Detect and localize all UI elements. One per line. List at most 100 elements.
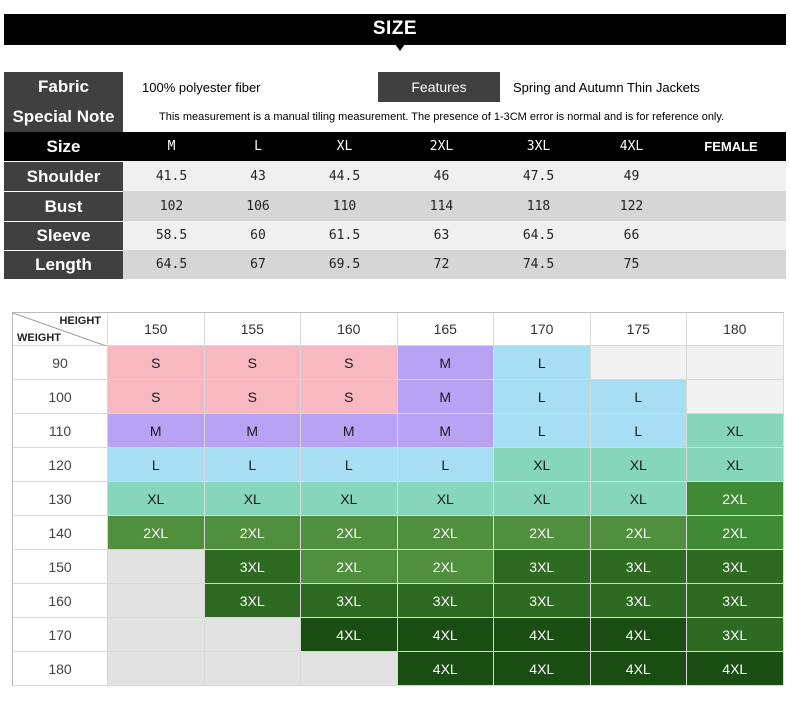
size-cell: L	[494, 380, 591, 414]
size-cell: XL	[397, 482, 494, 516]
size-cell: 2XL	[397, 516, 494, 550]
size-cell: 4XL	[494, 652, 591, 686]
size-cell: 3XL	[494, 550, 591, 584]
weight-header-170: 170	[12, 618, 108, 652]
measure-row-sleeve	[123, 221, 786, 250]
size-cell	[108, 584, 205, 618]
size-header-l: L	[254, 139, 262, 154]
size-cell: 4XL	[590, 618, 687, 652]
measure-cell: 122	[619, 198, 644, 214]
size-cell: XL	[108, 482, 205, 516]
measure-row-shoulder	[123, 161, 786, 191]
size-cell: 2XL	[108, 516, 205, 550]
size-cell: 3XL	[397, 584, 494, 618]
banner-title: SIZE	[372, 18, 418, 39]
size-header-row	[4, 132, 786, 161]
size-cell: S	[108, 380, 205, 414]
measure-cell: 75	[623, 257, 640, 272]
fabric-label: Fabric	[4, 72, 123, 102]
weight-header-110: 110	[12, 414, 108, 448]
size-cell: XL	[494, 482, 591, 516]
size-cell: XL	[687, 448, 784, 482]
size-header-xl: XL	[336, 139, 353, 154]
size-cell: XL	[301, 482, 398, 516]
size-cell: M	[397, 414, 494, 448]
height-weight-corner: HEIGHT WEIGHT	[12, 312, 109, 347]
size-header-3xl: 3XL	[526, 139, 551, 154]
size-cell: L	[301, 448, 398, 482]
size-header-2xl: 2XL	[429, 139, 454, 154]
measure-cell: 72	[433, 257, 450, 272]
size-cell: 3XL	[494, 584, 591, 618]
size-cell: 3XL	[301, 584, 398, 618]
size-cell: L	[494, 414, 591, 448]
size-measurement-table: Fabric 100% polyester fiber Features Spr…	[0, 0, 790, 300]
size-cell	[204, 618, 301, 652]
measure-cell: 118	[526, 198, 551, 214]
size-cell: XL	[590, 482, 687, 516]
size-cell: 2XL	[494, 516, 591, 550]
height-header-180: 180	[687, 312, 784, 346]
size-cell: 3XL	[204, 550, 301, 584]
measure-cell: 110	[332, 198, 357, 214]
size-cell: M	[204, 414, 301, 448]
height-header-155: 155	[204, 312, 301, 346]
measure-cell: 106	[246, 198, 270, 214]
size-cell: 3XL	[687, 584, 784, 618]
size-cell: 4XL	[397, 618, 494, 652]
height-header-165: 165	[397, 312, 494, 346]
size-cell	[301, 652, 398, 686]
measure-cell: 44.5	[328, 168, 361, 184]
size-cell: S	[108, 346, 205, 380]
size-cell: 2XL	[204, 516, 301, 550]
size-cell: M	[397, 346, 494, 380]
size-cell: 2XL	[301, 550, 398, 584]
measure-cell: 74.5	[522, 257, 555, 272]
features-value: Spring and Autumn Thin Jackets	[513, 79, 700, 95]
size-recommendation-chart: HEIGHT WEIGHT 150 155 160 165 170 175 180 90 S S S…	[12, 312, 784, 686]
height-header-175: 175	[590, 312, 687, 346]
row-label-sleeve: Sleeve	[4, 221, 123, 250]
size-cell	[687, 346, 784, 380]
measure-cell: 58.5	[155, 228, 188, 243]
size-cell: 3XL	[687, 550, 784, 584]
size-cell	[108, 550, 205, 584]
row-label-length: Length	[4, 250, 123, 279]
measure-cell: 61.5	[328, 228, 361, 243]
size-cell: L	[590, 380, 687, 414]
weight-header-160: 160	[12, 584, 108, 618]
row-label-bust: Bust	[4, 191, 123, 221]
height-header-170: 170	[494, 312, 591, 346]
size-cell: 3XL	[204, 584, 301, 618]
weight-header-150: 150	[12, 550, 108, 584]
weight-axis-label: WEIGHT	[17, 332, 61, 344]
weight-header-100: 100	[12, 380, 108, 414]
measure-cell: 114	[429, 198, 454, 214]
height-axis-label: HEIGHT	[59, 315, 101, 327]
height-header-160: 160	[301, 312, 398, 346]
height-header-150: 150	[108, 312, 205, 346]
measure-cell: 64.5	[155, 257, 188, 272]
measure-cell: 41.5	[155, 168, 188, 184]
corner-diagonal-icon	[13, 313, 109, 347]
size-cell: 4XL	[301, 618, 398, 652]
features-label: Features	[378, 72, 500, 102]
size-cell: 3XL	[687, 618, 784, 652]
size-cell	[108, 652, 205, 686]
size-cell: L	[397, 448, 494, 482]
measure-cell: 43	[250, 168, 266, 184]
measure-cell: 102	[159, 198, 184, 214]
size-cell	[590, 346, 687, 380]
size-cell: 4XL	[590, 652, 687, 686]
size-cell: S	[204, 346, 301, 380]
weight-header-180: 180	[12, 652, 108, 686]
size-cell: M	[397, 380, 494, 414]
size-cell: 2XL	[590, 516, 687, 550]
weight-header-90: 90	[12, 346, 108, 380]
measure-cell: 66	[623, 228, 640, 243]
size-cell: 2XL	[687, 516, 784, 550]
size-cell: L	[204, 448, 301, 482]
measure-row-bust	[123, 191, 786, 221]
size-cell: 2XL	[301, 516, 398, 550]
size-cell: S	[204, 380, 301, 414]
